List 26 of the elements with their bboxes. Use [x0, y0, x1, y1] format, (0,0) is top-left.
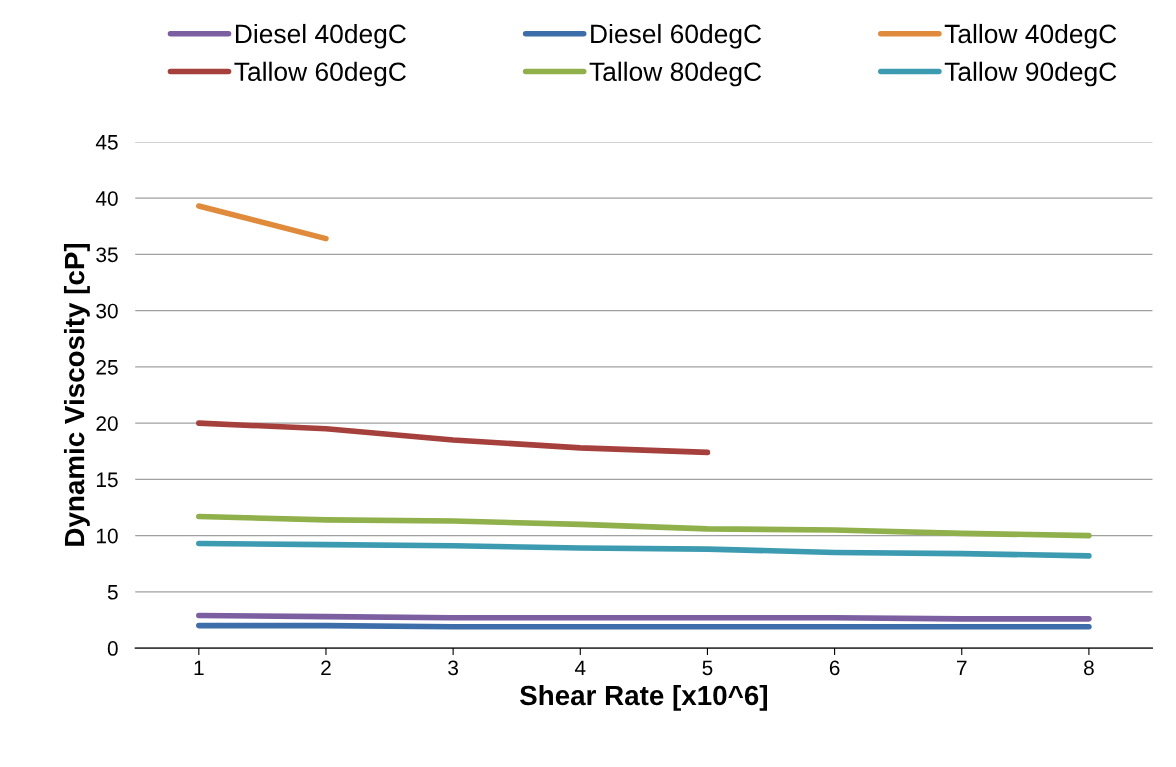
- x-tick-label: 4: [574, 660, 586, 676]
- legend-label: Tallow 90degC: [944, 61, 1117, 87]
- x-tick-label: 7: [957, 660, 967, 676]
- legend-label: Diesel 60degC: [591, 23, 762, 49]
- y-tick-label: 0: [107, 641, 118, 656]
- y-tick-label: 5: [107, 585, 118, 600]
- y-tick-label: 35: [96, 247, 118, 263]
- x-tick-label: 2: [321, 660, 331, 676]
- y-tick-label: 45: [95, 135, 118, 150]
- y-tick-label: 25: [96, 359, 118, 375]
- x-tick-label: 6: [829, 660, 840, 676]
- y-tick-label: 40: [95, 191, 118, 206]
- y-tick-label: 15: [96, 472, 118, 488]
- y-tick-label: 10: [96, 528, 118, 544]
- legend-label: Tallow 60degC: [234, 61, 406, 87]
- legend-label: Tallow 40degC: [944, 23, 1117, 49]
- x-tick-label: 8: [1084, 660, 1094, 676]
- legend-label: Tallow 80degC: [589, 61, 762, 87]
- x-tick-label: 3: [448, 660, 459, 676]
- y-tick-label: 30: [96, 303, 118, 319]
- legend-label: Diesel 40degC: [235, 23, 406, 49]
- x-tick-label: 5: [702, 660, 713, 676]
- x-tick-label: 1: [194, 660, 204, 676]
- y-axis-title: Dynamic Viscosity [cP]: [63, 243, 90, 546]
- y-tick-label: 20: [96, 416, 118, 431]
- x-axis-title: Shear Rate [x10^6]: [519, 684, 767, 711]
